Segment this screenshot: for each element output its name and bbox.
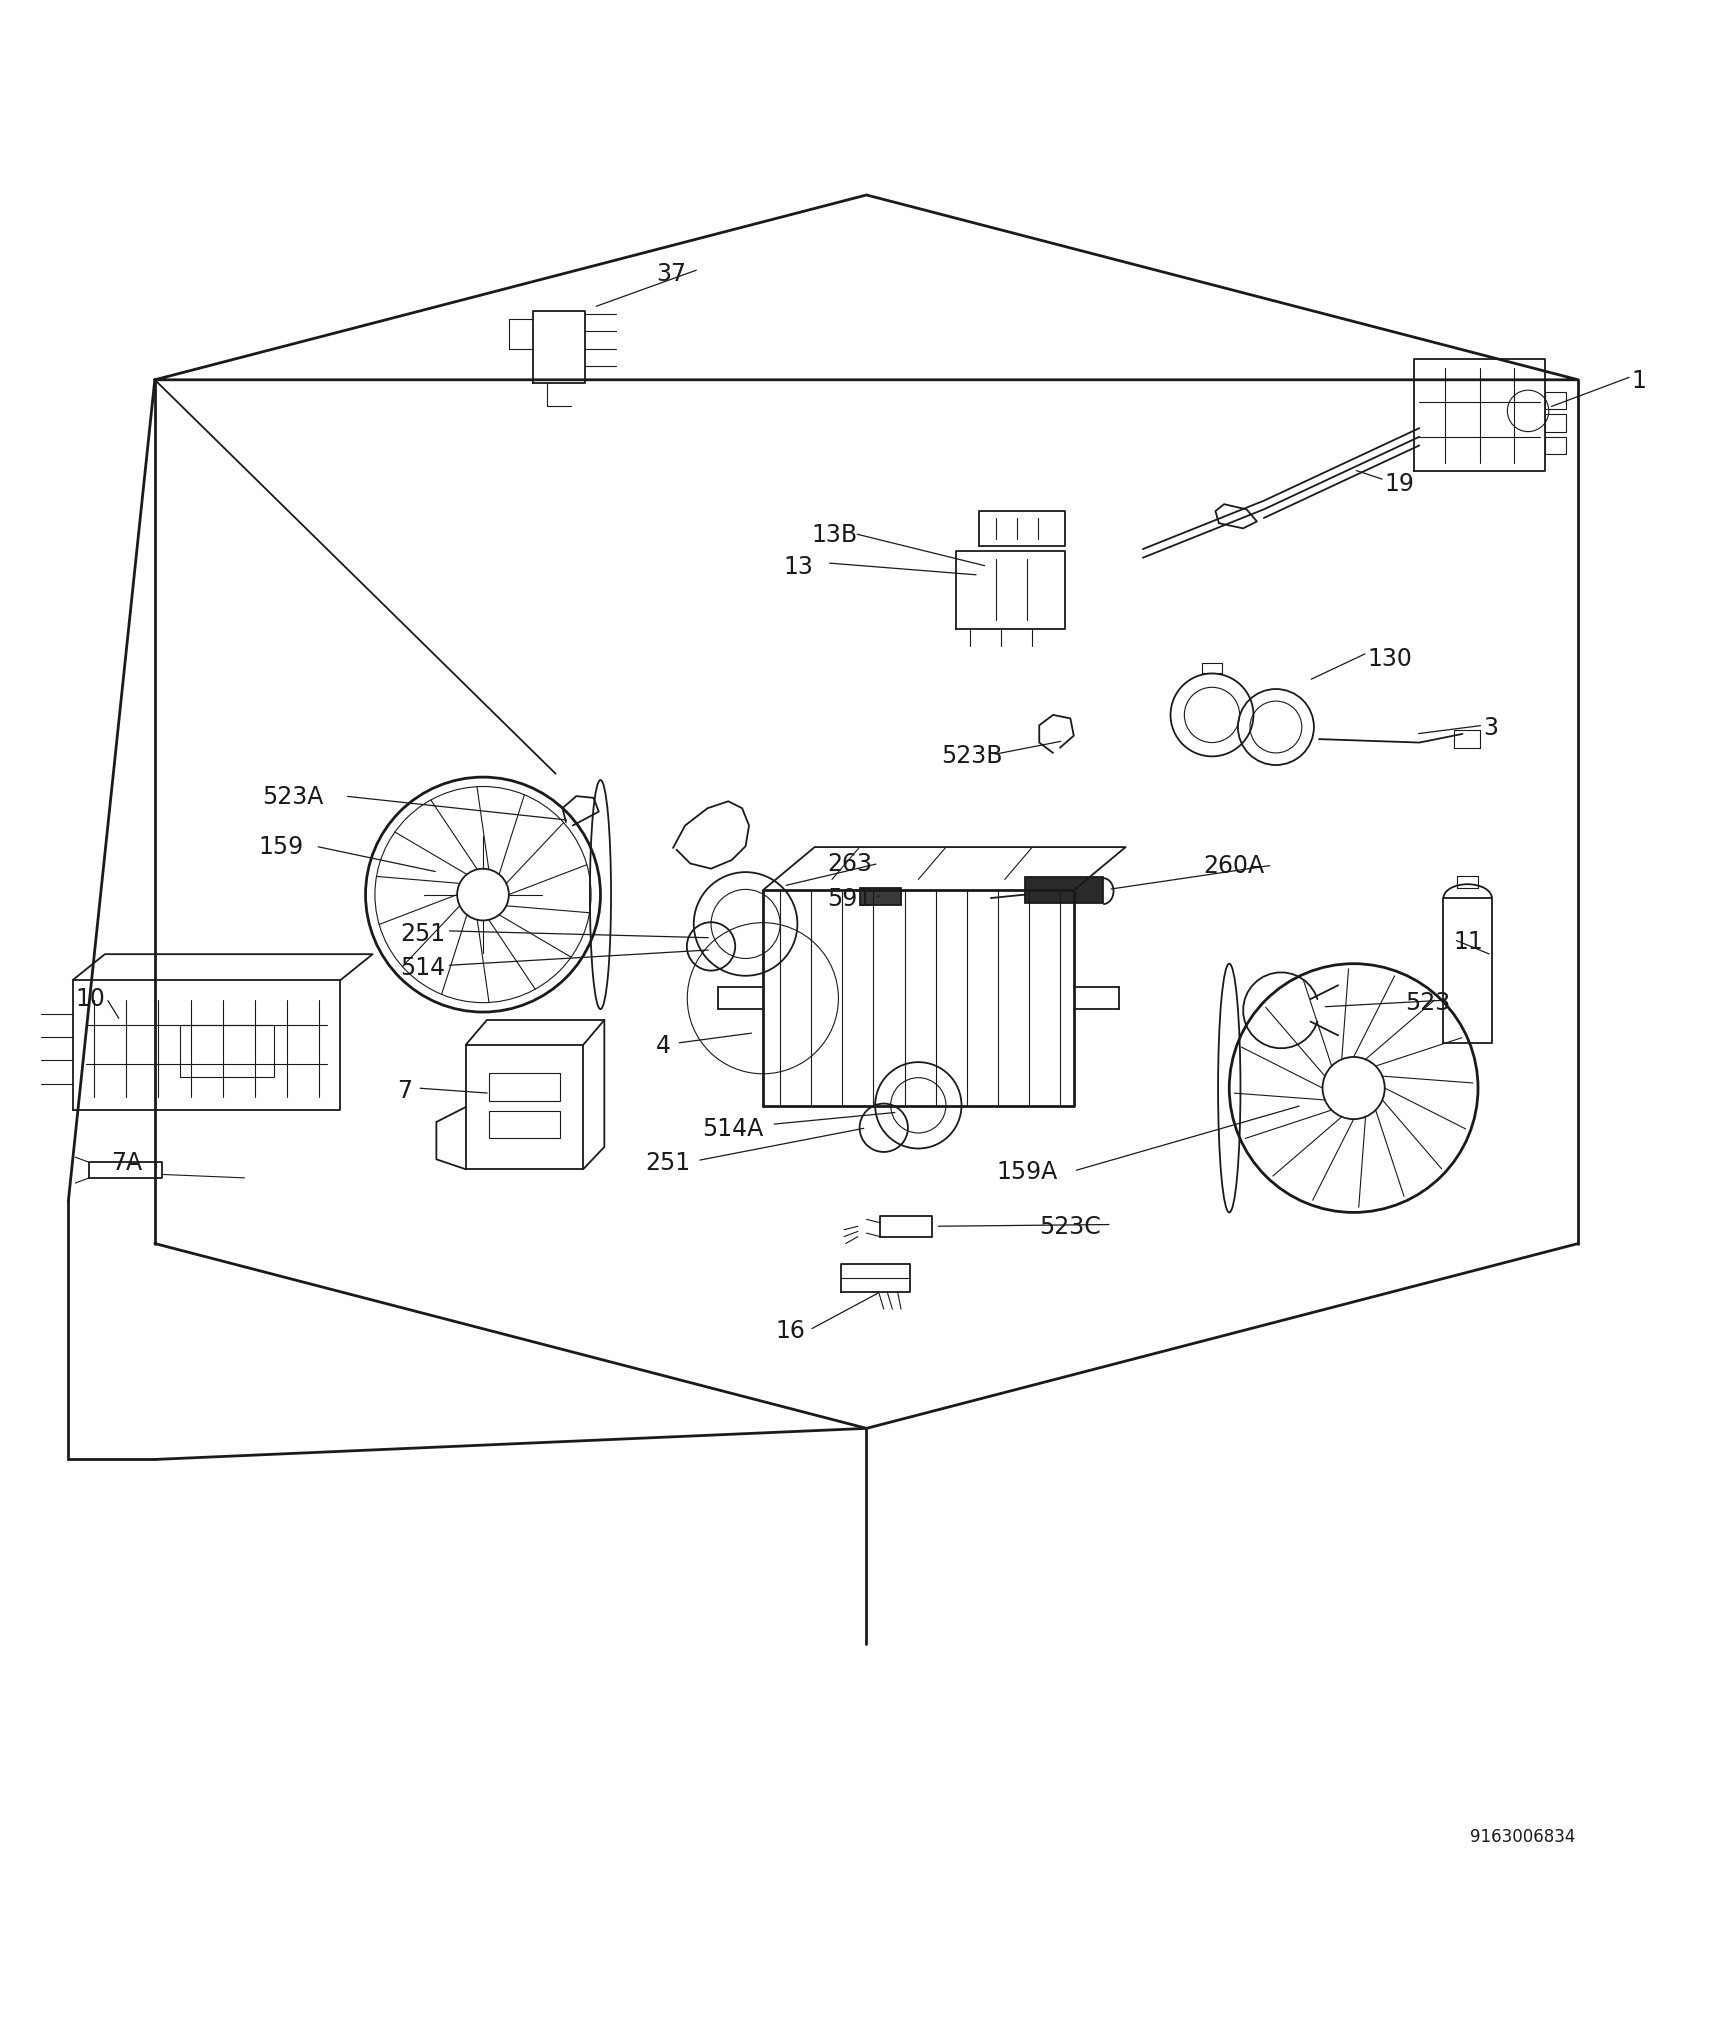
Text: 159A: 159A — [996, 1160, 1057, 1183]
Text: 251: 251 — [644, 1150, 689, 1174]
Text: 523: 523 — [1405, 990, 1450, 1014]
Text: 514A: 514A — [701, 1116, 764, 1140]
Text: 16: 16 — [774, 1319, 804, 1343]
Text: 523B: 523B — [940, 744, 1001, 768]
Text: 10: 10 — [74, 988, 106, 1010]
Text: 523A: 523A — [262, 784, 324, 809]
Text: 130: 130 — [1367, 646, 1412, 671]
Polygon shape — [1025, 878, 1103, 904]
Text: 37: 37 — [655, 262, 686, 287]
Text: 251: 251 — [400, 920, 445, 945]
Polygon shape — [859, 888, 901, 906]
Text: 9163006834: 9163006834 — [1469, 1827, 1574, 1845]
Text: 591: 591 — [826, 886, 871, 910]
Text: 263: 263 — [826, 851, 871, 876]
Text: 13B: 13B — [811, 522, 857, 547]
Text: 523C: 523C — [1039, 1215, 1100, 1240]
Text: 159: 159 — [258, 835, 303, 860]
Text: 7: 7 — [397, 1079, 412, 1101]
Text: 19: 19 — [1384, 471, 1413, 496]
Text: 13: 13 — [783, 555, 812, 579]
Text: 260A: 260A — [1202, 853, 1264, 878]
Text: 3: 3 — [1483, 715, 1498, 740]
Text: 1: 1 — [1632, 368, 1645, 392]
Text: 11: 11 — [1453, 931, 1483, 953]
Text: 7A: 7A — [111, 1150, 142, 1174]
Text: 514: 514 — [400, 955, 445, 979]
Text: 4: 4 — [655, 1034, 670, 1057]
